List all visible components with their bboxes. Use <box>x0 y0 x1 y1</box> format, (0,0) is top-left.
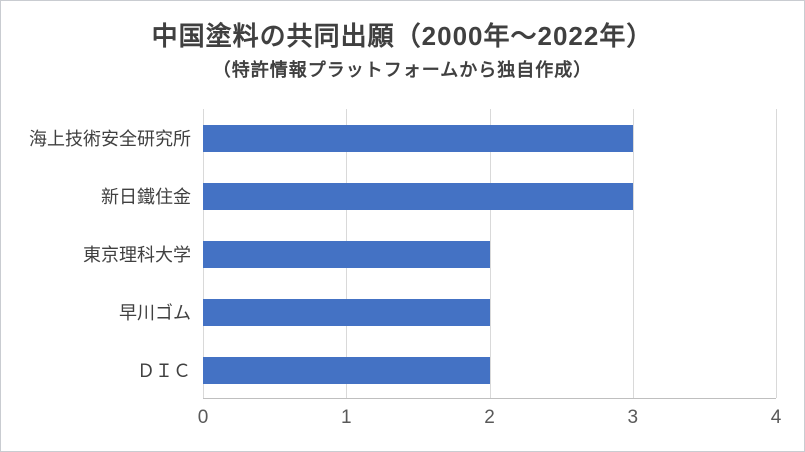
bar-track <box>203 283 776 341</box>
bar-track <box>203 109 776 167</box>
category-label: 早川ゴム <box>119 303 191 323</box>
x-tick-label: 3 <box>627 407 639 428</box>
bar-row: 新日鐵住金 <box>13 167 776 225</box>
category-label: 新日鐵住金 <box>101 187 191 207</box>
plot-area: 海上技術安全研究所 新日鐵住金 東京理科大学 早川ゴム ＤＩＣ 0 1 2 3 4 <box>13 101 782 443</box>
bar-row: 東京理科大学 <box>13 225 776 283</box>
x-tick-label: 4 <box>770 407 782 428</box>
x-tick-label: 0 <box>197 407 209 428</box>
bar-row: 海上技術安全研究所 <box>13 109 776 167</box>
bar <box>203 356 490 384</box>
chart-title: 中国塗料の共同出願（2000年～2022年） <box>151 21 654 51</box>
gridline <box>489 109 491 398</box>
bar-track <box>203 341 776 399</box>
x-tick-label: 1 <box>340 407 352 428</box>
category-label: ＤＩＣ <box>137 361 191 381</box>
gridline <box>632 109 634 398</box>
chart-subtitle: （特許情報プラットフォームから独自作成） <box>212 60 593 80</box>
gridline <box>776 109 777 398</box>
bar-rows: 海上技術安全研究所 新日鐵住金 東京理科大学 早川ゴム ＤＩＣ <box>13 109 776 399</box>
bar <box>203 298 490 326</box>
x-axis: 0 1 2 3 4 <box>198 399 782 443</box>
bar-track <box>203 167 776 225</box>
category-label: 海上技術安全研究所 <box>29 129 191 149</box>
bar <box>203 240 490 268</box>
bar-row: 早川ゴム <box>13 283 776 341</box>
bar-track <box>203 225 776 283</box>
bar-row: ＤＩＣ <box>13 341 776 399</box>
bar <box>203 182 633 210</box>
bar <box>203 124 633 152</box>
x-tick-label: 2 <box>484 407 495 428</box>
category-label: 東京理科大学 <box>83 245 191 265</box>
